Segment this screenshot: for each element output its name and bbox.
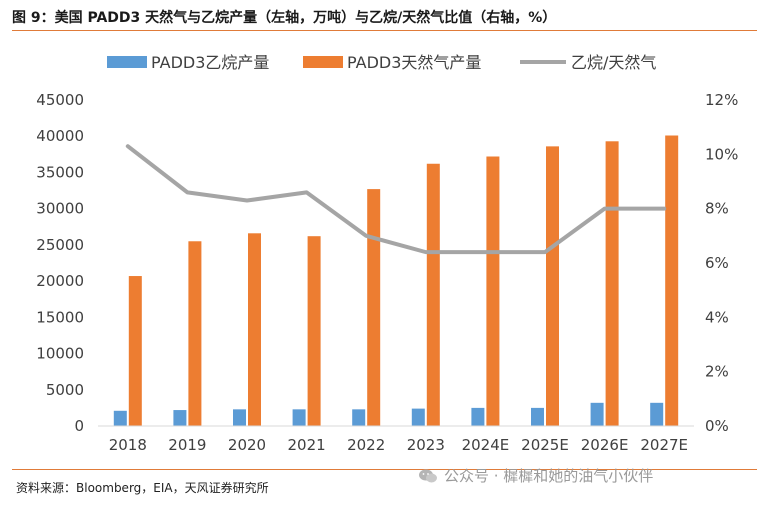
ethane-bar [292,409,306,426]
y-left-tick-label: 40000 [36,127,84,145]
legend-swatch-ethane [107,56,147,68]
y-left-tick-label: 15000 [36,308,84,326]
x-tick-label: 2027E [640,436,688,454]
natgas-bar [426,163,440,427]
y-left-tick-label: 0 [74,417,84,435]
x-tick-label: 2022 [347,436,385,454]
x-tick-label: 2026E [581,436,629,454]
y-right-tick-label: 8% [705,200,729,218]
ethane-bar [113,410,127,426]
ethane-bar [411,408,425,426]
x-tick-label: 2020 [228,436,266,454]
ethane-bar [590,402,604,426]
x-tick-label: 2019 [168,436,206,454]
wechat-icon [419,469,437,482]
legend-label-ratio: 乙烷/天然气 [571,53,656,72]
combo-chart: PADD3乙烷产量 PADD3天然气产量 乙烷/天然气 2018 2019 2020 20… [36,53,738,454]
source-note: 资料来源：Bloomberg，EIA，天风证券研究所 [16,481,269,495]
natgas-bar [188,241,202,426]
y-right-tick-label: 2% [705,363,729,381]
natgas-bar [605,141,619,426]
x-tick-label: 2018 [109,436,147,454]
bottom-divider [12,469,757,470]
ethane-bar [352,409,366,426]
x-tick-label: 2024E [462,436,510,454]
ratio-line-series [125,144,667,255]
figure-title: 图 9：美国 PADD3 天然气与乙烷产量（左轴，万吨）与乙烷/天然气比值（右轴… [12,10,557,26]
y-left-tick-label: 45000 [36,91,84,109]
y-right-tick-label: 4% [705,308,729,326]
y-right-tick-label: 0% [705,417,729,435]
legend-label-ethane: PADD3乙烷产量 [151,53,269,72]
natgas-bar [486,156,500,427]
top-divider [12,30,757,31]
y-left-tick-label: 10000 [36,345,84,363]
natgas-bar [546,146,559,426]
watermark-text: 公众号 · 樨樨和她的油气小伙伴 [444,467,654,485]
y-left-tick-label: 5000 [46,381,84,399]
ethane-bar [650,402,664,426]
x-tick-label: 2021 [288,436,326,454]
watermark: 公众号 · 樨樨和她的油气小伙伴 [418,465,653,486]
y-right-tick-label: 6% [705,254,729,272]
ethane-bar [173,410,187,426]
legend-swatch-natgas [303,56,343,68]
ratio-line [125,144,667,255]
ethane-bar [471,407,485,426]
y-left-tick-label: 20000 [36,272,84,290]
natgas-bar [665,135,679,426]
y-left-tick-label: 30000 [36,200,84,218]
y-right-tick-label: 12% [705,91,738,109]
ethane-bar [531,407,544,426]
natgas-bar [248,233,261,426]
natgas-bar [367,189,381,426]
y-left-tick-label: 25000 [36,236,84,254]
ethane-bar [233,409,246,426]
y-right-tick-label: 10% [705,145,738,163]
x-tick-label: 2023 [407,436,445,454]
bar-series [113,135,679,427]
natgas-bar [128,276,142,426]
natgas-bar [307,236,321,426]
chart-axes: 2018 2019 2020 2021 2022 2023 2024E 2025E 2026E 2… [36,91,738,454]
legend-label-natgas: PADD3天然气产量 [347,53,481,72]
x-tick-label: 2025E [521,436,569,454]
y-left-tick-label: 35000 [36,163,84,181]
chart-legend: PADD3乙烷产量 PADD3天然气产量 乙烷/天然气 [107,53,656,72]
